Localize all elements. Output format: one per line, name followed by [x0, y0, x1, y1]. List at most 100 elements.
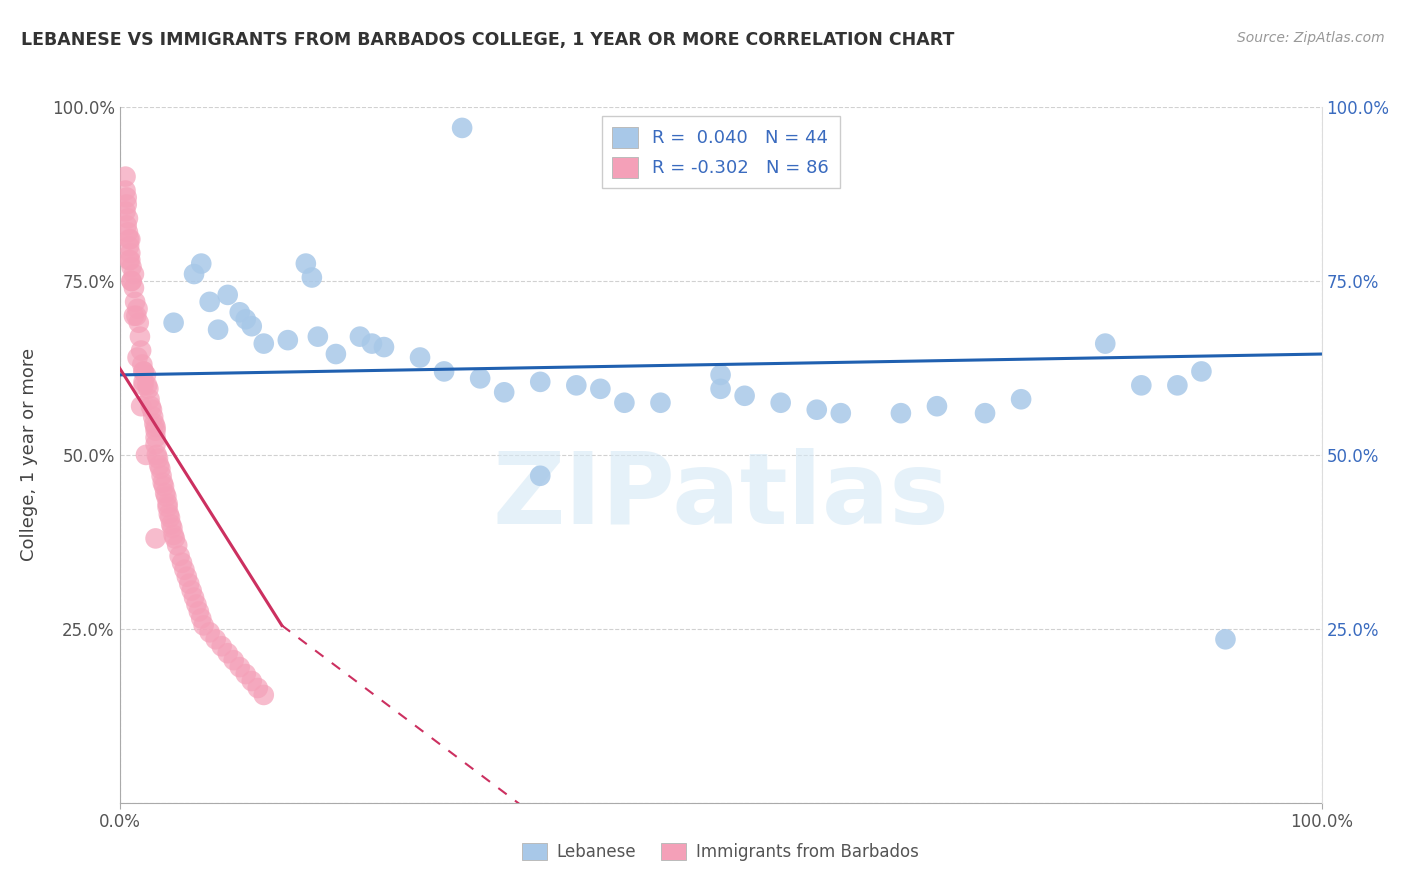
Point [155, 490, 177, 504]
Point [613, 396, 636, 410]
Point [217, 288, 239, 302]
Point [135, 448, 157, 462]
Point [162, 528, 184, 542]
Point [145, 437, 167, 451]
Point [115, 197, 138, 211]
Point [277, 333, 299, 347]
Point [166, 538, 188, 552]
Point [529, 468, 551, 483]
Point [162, 316, 184, 330]
Point [307, 329, 329, 343]
Point [433, 364, 456, 378]
Point [120, 232, 142, 246]
Point [153, 486, 176, 500]
Legend: Lebanese, Immigrants from Barbados: Lebanese, Immigrants from Barbados [515, 836, 927, 868]
Point [709, 368, 731, 382]
Point [176, 570, 198, 584]
Point [157, 507, 180, 521]
Point [1189, 364, 1212, 378]
Point [143, 417, 166, 431]
Point [183, 267, 205, 281]
Point [135, 368, 157, 382]
Point [145, 532, 167, 546]
Point [734, 389, 756, 403]
Point [132, 364, 155, 378]
Text: LEBANESE VS IMMIGRANTS FROM BARBADOS COLLEGE, 1 YEAR OR MORE CORRELATION CHART: LEBANESE VS IMMIGRANTS FROM BARBADOS COL… [21, 31, 955, 49]
Point [156, 497, 179, 511]
Point [1010, 392, 1032, 407]
Point [211, 639, 233, 653]
Point [186, 598, 208, 612]
Point [114, 204, 136, 219]
Point [1215, 632, 1237, 647]
Point [162, 521, 184, 535]
Point [529, 375, 551, 389]
Point [769, 396, 792, 410]
Point [187, 605, 209, 619]
Point [121, 274, 143, 288]
Point [142, 409, 165, 424]
Point [156, 500, 179, 514]
Point [179, 576, 201, 591]
Point [1130, 378, 1153, 392]
Point [114, 184, 136, 198]
Point [301, 270, 323, 285]
Point [451, 120, 474, 135]
Point [183, 591, 205, 605]
Point [138, 392, 160, 407]
Point [146, 448, 169, 462]
Point [163, 532, 186, 546]
Point [115, 219, 138, 233]
Point [127, 351, 149, 365]
Point [146, 451, 169, 466]
Point [121, 274, 143, 288]
Point [132, 375, 155, 389]
Text: ZIPatlas: ZIPatlas [492, 448, 949, 545]
Point [1094, 336, 1116, 351]
Point [152, 475, 174, 490]
Point [253, 688, 276, 702]
Point [974, 406, 997, 420]
Point [806, 402, 828, 417]
Point [139, 399, 162, 413]
Point [121, 260, 143, 274]
Point [228, 305, 252, 319]
Point [132, 364, 155, 378]
Point [118, 232, 141, 246]
Point [125, 309, 148, 323]
Point [830, 406, 852, 420]
Point [295, 256, 318, 270]
Point [207, 323, 229, 337]
Point [160, 517, 183, 532]
Point [565, 378, 588, 392]
Point [890, 406, 912, 420]
Point [173, 563, 195, 577]
Point [117, 225, 139, 239]
Point [120, 246, 142, 260]
Point [240, 674, 263, 689]
Point [494, 385, 516, 400]
Point [153, 479, 176, 493]
Y-axis label: College, 1 year or more: College, 1 year or more [20, 349, 38, 561]
Point [217, 646, 239, 660]
Point [117, 211, 139, 226]
Point [118, 253, 141, 268]
Point [361, 336, 384, 351]
Point [180, 583, 202, 598]
Point [124, 294, 146, 309]
Point [115, 190, 138, 204]
Point [145, 424, 167, 438]
Point [1166, 378, 1188, 392]
Point [204, 632, 226, 647]
Point [709, 382, 731, 396]
Point [246, 681, 269, 695]
Point [373, 340, 395, 354]
Point [409, 351, 432, 365]
Point [235, 667, 257, 681]
Point [118, 239, 141, 253]
Point [150, 468, 173, 483]
Point [240, 319, 263, 334]
Point [145, 431, 167, 445]
Point [253, 336, 276, 351]
Point [129, 399, 152, 413]
